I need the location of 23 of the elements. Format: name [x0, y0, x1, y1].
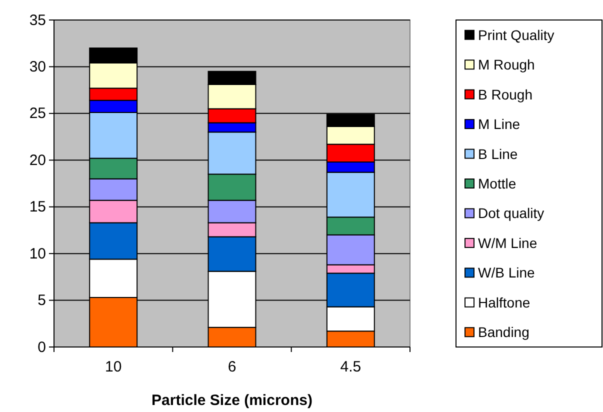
x-axis-title: Particle Size (microns) — [152, 392, 312, 409]
y-tick-label: 25 — [29, 105, 46, 122]
legend-label: W/M Line — [478, 234, 538, 251]
y-tick-label: 30 — [29, 58, 46, 76]
legend-label: Halftone — [478, 294, 530, 310]
y-tick-label: 10 — [29, 245, 46, 262]
legend-label: Banding — [478, 324, 530, 340]
x-tick-label: 6 — [228, 358, 236, 376]
legend-label: B Rough — [478, 86, 532, 102]
x-tick-label: 4.5 — [340, 358, 362, 376]
legend-label: Dot quality — [478, 205, 544, 222]
legend-label: M Line — [478, 116, 520, 132]
legend-label: B Line — [478, 146, 518, 162]
y-tick-label: 15 — [29, 198, 46, 216]
y-tick-label: 5 — [38, 292, 46, 310]
legend-label: Print Quality — [478, 26, 554, 43]
x-tick-label: 10 — [104, 358, 122, 376]
legend-label: W/B Line — [478, 264, 536, 281]
y-tick-label: 35 — [29, 12, 46, 29]
y-tick-label: 20 — [29, 152, 46, 169]
legend-label: Mottle — [478, 176, 516, 192]
legend-label: M Rough — [478, 56, 535, 73]
y-tick-label: 0 — [38, 338, 46, 356]
